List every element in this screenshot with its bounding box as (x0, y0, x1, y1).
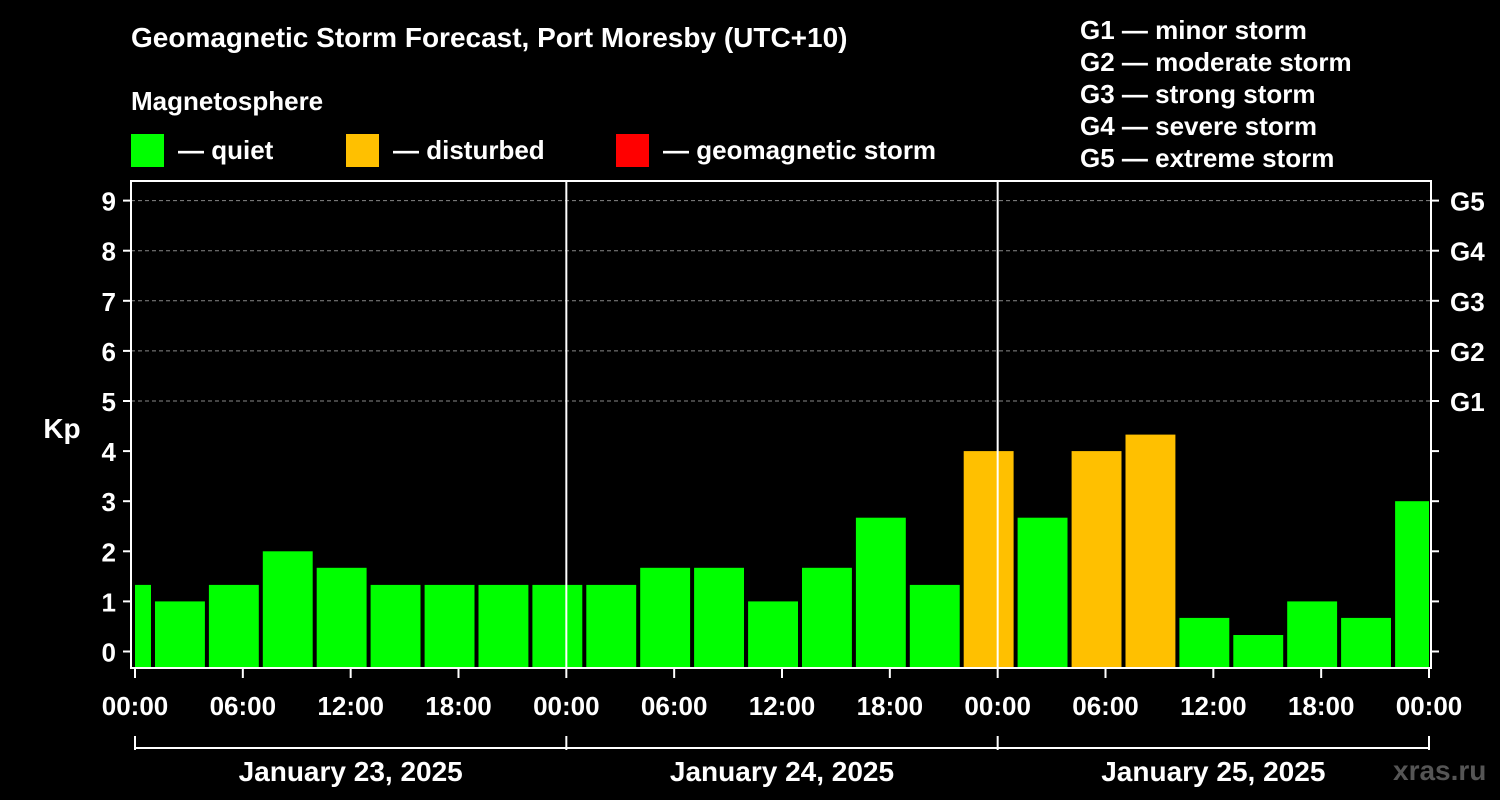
y-tick-label-7: 7 (102, 287, 116, 317)
right-tick-label-g1: G1 (1450, 387, 1485, 417)
storm-scale-g4: G4 — severe storm (1080, 111, 1318, 141)
y-axis-label: Kp (43, 413, 80, 444)
y-tick-label-8: 8 (102, 237, 116, 267)
legend-swatch-storm (616, 133, 649, 167)
day-label-1: January 24, 2025 (670, 756, 894, 787)
kp-bar-15 (909, 584, 960, 668)
x-tick-label-7: 18:00 (857, 691, 924, 721)
kp-bar-24 (1395, 501, 1429, 668)
x-tick-label-6: 12:00 (749, 691, 816, 721)
legend-item-storm: — geomagnetic storm (616, 133, 936, 167)
legend-label-disturbed: — disturbed (393, 134, 545, 165)
storm-scale-g3: G3 — strong storm (1080, 79, 1316, 109)
x-tick-label-4: 00:00 (533, 691, 600, 721)
storm-scale-legend: G1 — minor storm G2 — moderate storm G3 … (1080, 14, 1352, 174)
chart-title: Geomagnetic Storm Forecast, Port Moresby… (131, 22, 848, 53)
kp-bar-19 (1125, 434, 1176, 668)
storm-scale-g2: G2 — moderate storm (1080, 47, 1352, 77)
x-tick-label-8: 00:00 (964, 691, 1031, 721)
x-tick-label-5: 06:00 (641, 691, 708, 721)
kp-bar-22 (1287, 601, 1338, 668)
kp-bar-20 (1179, 617, 1230, 668)
kp-bar-7 (478, 584, 529, 668)
day-label-0: January 23, 2025 (239, 756, 463, 787)
y-tick-label-3: 3 (102, 487, 116, 517)
storm-scale-g5: G5 — extreme storm (1080, 143, 1335, 173)
kp-bar-18 (1071, 451, 1122, 668)
legend-item-quiet: — quiet (131, 133, 273, 167)
x-tick-label-11: 18:00 (1288, 691, 1355, 721)
kp-bar-1 (155, 601, 205, 668)
y-tick-label-0: 0 (102, 638, 116, 668)
x-tick-label-9: 06:00 (1072, 691, 1139, 721)
kp-bar-6 (424, 584, 475, 668)
right-tick-label-g2: G2 (1450, 337, 1485, 367)
kp-bar-16 (963, 451, 1014, 668)
kp-bar-0 (135, 584, 151, 668)
x-tick-label-10: 12:00 (1180, 691, 1247, 721)
kp-bar-4 (316, 567, 367, 668)
right-tick-label-g4: G4 (1450, 237, 1485, 267)
y-tick-label-9: 9 (102, 187, 116, 217)
kp-bar-5 (370, 584, 421, 668)
watermark: xras.ru (1393, 755, 1487, 786)
y-tick-label-1: 1 (102, 587, 116, 617)
kp-bar-21 (1233, 635, 1284, 668)
day-label-2: January 25, 2025 (1101, 756, 1325, 787)
kp-bar-13 (802, 567, 852, 668)
legend-swatch-disturbed (346, 133, 379, 167)
x-tick-label-0: 00:00 (102, 691, 169, 721)
kp-bar-11 (694, 567, 744, 668)
kp-bar-12 (748, 601, 798, 668)
kp-bar-9 (586, 584, 637, 668)
storm-scale-g1: G1 — minor storm (1080, 15, 1307, 45)
legend-swatch-quiet (131, 133, 164, 167)
right-tick-label-g5: G5 (1450, 187, 1485, 217)
y-tick-label-2: 2 (102, 537, 116, 567)
kp-bar-23 (1341, 617, 1391, 668)
legend-heading: Magnetosphere (131, 86, 324, 116)
kp-bar-14 (855, 517, 906, 668)
legend-label-storm: — geomagnetic storm (663, 134, 937, 165)
right-tick-label-g3: G3 (1450, 287, 1485, 317)
kp-bar-10 (640, 567, 691, 668)
x-tick-label-1: 06:00 (210, 691, 277, 721)
legend-label-quiet: — quiet (178, 134, 274, 165)
kp-bar-17 (1017, 517, 1068, 668)
legend-item-disturbed: — disturbed (346, 133, 545, 167)
y-tick-label-5: 5 (102, 387, 116, 417)
x-tick-label-2: 12:00 (317, 691, 384, 721)
x-tick-label-12: 00:00 (1396, 691, 1463, 721)
x-tick-label-3: 18:00 (425, 691, 492, 721)
y-tick-label-6: 6 (102, 337, 116, 367)
kp-bar-8 (532, 584, 583, 668)
kp-bar-2 (208, 584, 259, 668)
y-tick-label-4: 4 (102, 437, 117, 467)
kp-bar-3 (262, 551, 313, 668)
